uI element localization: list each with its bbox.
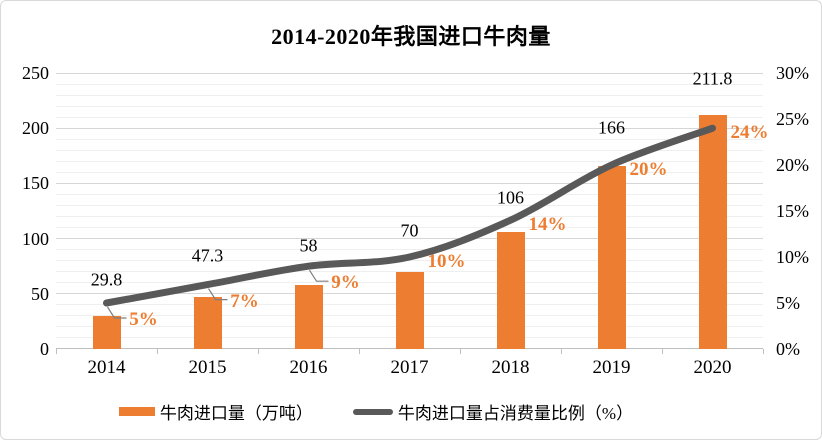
line-pct-label: 9% [331, 272, 360, 294]
minor-gridline [56, 105, 763, 107]
minor-gridline [56, 116, 763, 118]
bar-value-label: 166 [598, 117, 625, 138]
x-axis-label: 2014 [87, 357, 126, 378]
line-pct-label: 20% [629, 159, 668, 180]
y-axis-right-label: 25% [776, 109, 809, 129]
y-axis-left-label: 150 [22, 173, 49, 194]
bar-2019 [597, 165, 626, 349]
y-axis-left-label: 100 [22, 228, 49, 249]
minor-gridline [56, 249, 763, 251]
legend-label: 牛肉进口量（万吨） [159, 404, 313, 423]
x-axis-label: 2017 [390, 357, 429, 378]
chart-title: 2014-2020年我国进口牛肉量 [271, 24, 551, 49]
y-axis-right-label: 10% [776, 247, 809, 267]
bar-2014 [92, 316, 121, 349]
x-axis-tick [460, 349, 461, 354]
x-axis-tick [662, 349, 663, 354]
y-axis-left-label: 50 [31, 283, 49, 304]
bar-value-label: 70 [400, 220, 419, 241]
major-gridline [56, 182, 763, 184]
label-callout-line [207, 288, 228, 301]
line-pct-label: 14% [528, 214, 567, 236]
line-pct-label: 24% [730, 122, 769, 144]
bar-value-label: 211.8 [692, 68, 733, 89]
line-pct-label: 10% [427, 251, 466, 272]
minor-gridline [56, 138, 763, 140]
y-axis-left-label: 250 [22, 63, 49, 83]
bar-2020 [698, 115, 727, 349]
bar-value-label: 29.8 [90, 269, 123, 290]
y-axis-left-label: 0 [40, 339, 49, 359]
minor-gridline [56, 160, 763, 162]
y-axis-right-label: 30% [776, 63, 809, 83]
x-axis-tick [763, 349, 764, 354]
major-gridline [56, 127, 763, 129]
line-pct-label: 5% [129, 309, 158, 330]
bar-value-label: 106 [497, 187, 524, 208]
x-axis-tick [359, 349, 360, 354]
bar-2017 [395, 271, 424, 349]
minor-gridline [56, 216, 763, 218]
bar-2018 [496, 231, 525, 349]
bar-value-label: 58 [299, 235, 318, 256]
minor-gridline [56, 204, 763, 206]
x-axis-tick [56, 349, 57, 354]
y-axis-right-label: 0% [776, 339, 800, 359]
minor-gridline [56, 227, 763, 229]
x-axis-label: 2016 [289, 357, 328, 378]
line-series [103, 124, 716, 319]
major-gridline [56, 238, 763, 240]
minor-gridline [56, 171, 763, 173]
label-callout-line [308, 269, 329, 282]
x-axis-tick [258, 349, 259, 354]
x-axis-tick [561, 349, 562, 354]
y-axis-right-label: 20% [776, 155, 809, 175]
legend-item: 牛肉进口量（万吨） [118, 399, 313, 424]
minor-gridline [56, 83, 763, 85]
x-axis-label: 2018 [491, 357, 530, 378]
line-pct-label: 7% [230, 290, 259, 312]
y-axis-left-label: 200 [22, 118, 49, 139]
legend-label: 牛肉进口量占消费量比例（%） [397, 404, 634, 423]
x-axis-label: 2020 [693, 357, 732, 378]
x-axis-label: 2015 [188, 357, 227, 378]
legend-item: 牛肉进口量占消费量比例（%） [352, 399, 634, 424]
minor-gridline [56, 193, 763, 195]
bar-2015 [193, 296, 222, 349]
bar-legend-swatch [118, 407, 155, 416]
x-axis-label: 2019 [592, 357, 631, 378]
plot-area: 29.8 5% 47.3 7% 58 9% 70 10% 106 14% 166 20% 211.8 24… [56, 69, 769, 354]
minor-gridline [56, 94, 763, 96]
bar-value-label: 47.3 [191, 245, 224, 266]
y-axis-right-label: 15% [776, 201, 809, 221]
bar-2016 [294, 284, 323, 349]
legend: 牛肉进口量（万吨） 牛肉进口量占消费量比例（%） [1, 399, 786, 424]
x-axis-tick [157, 349, 158, 354]
line-path [103, 124, 716, 307]
line-legend-swatch [352, 408, 393, 415]
minor-gridline [56, 260, 763, 262]
major-gridline [56, 72, 763, 74]
label-callout-line [106, 306, 127, 319]
minor-gridline [56, 149, 763, 151]
y-axis-right-label: 5% [776, 293, 800, 313]
